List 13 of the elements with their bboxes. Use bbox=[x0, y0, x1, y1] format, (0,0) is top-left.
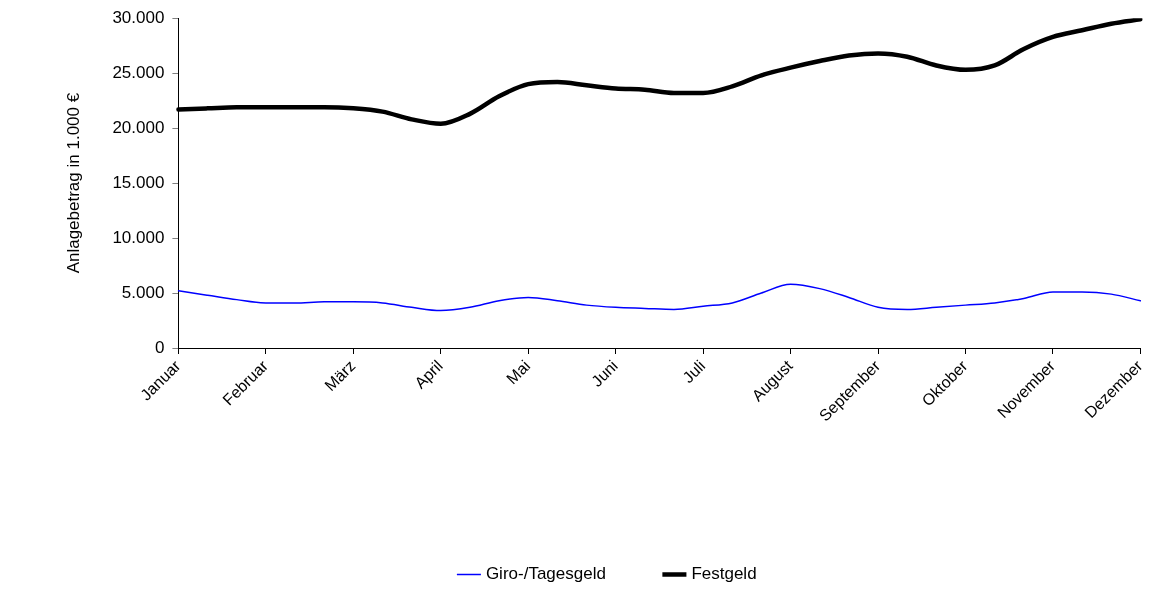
legend-label: Festgeld bbox=[691, 564, 757, 584]
y-tick-label: 25.000 bbox=[112, 62, 165, 82]
y-tick-label: 0 bbox=[154, 337, 165, 357]
y-tick-label: 10.000 bbox=[112, 227, 165, 247]
y-axis-title: Anlagebetrag in 1.000 € bbox=[63, 92, 83, 274]
x-tick-label: Juli bbox=[679, 357, 709, 387]
y-tick-label: 5.000 bbox=[121, 282, 165, 302]
y-tick-label: 30.000 bbox=[112, 7, 165, 27]
x-tick-label: Mai bbox=[503, 357, 534, 388]
y-tick-label: 15.000 bbox=[112, 172, 165, 192]
line-series bbox=[177, 283, 1142, 312]
legend-label: Giro-/Tagesgeld bbox=[485, 564, 606, 584]
y-tick-label: 20.000 bbox=[112, 117, 165, 137]
